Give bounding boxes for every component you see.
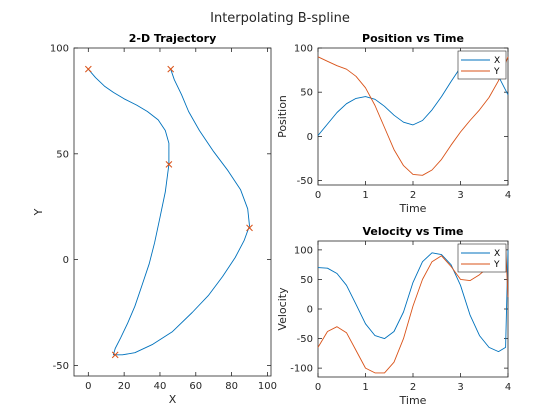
control-point-marker xyxy=(167,65,175,73)
y-tick-label: -50 xyxy=(297,334,313,345)
marker-stroke xyxy=(84,65,92,73)
control-point-marker xyxy=(246,224,253,232)
x-tick-label: 1 xyxy=(362,190,368,201)
y-tick-label: 50 xyxy=(300,275,313,286)
x-tick-label: 40 xyxy=(154,381,167,392)
y-tick-label: -50 xyxy=(53,361,69,372)
y-tick-label: 50 xyxy=(300,88,313,99)
y-axis-label: Position xyxy=(276,95,289,138)
legend: XY xyxy=(457,243,507,273)
x-axis-label: X xyxy=(169,393,177,406)
marker-stroke xyxy=(246,224,253,232)
x-axis-label: Time xyxy=(399,202,427,215)
axes-trajectory: 0 20 40 60 80 100 -50 0 50 100 2-D Trajectory X Y xyxy=(32,32,277,406)
x-tick-label: 80 xyxy=(225,381,238,392)
legend-box xyxy=(457,243,507,273)
x-tick-label: 100 xyxy=(258,381,277,392)
axes-title: Position vs Time xyxy=(362,32,464,45)
y-tick-label: 100 xyxy=(50,44,69,55)
control-point-marker xyxy=(111,351,119,359)
series-line-y xyxy=(317,56,509,176)
y-axis-label: Velocity xyxy=(276,287,289,331)
series-line-x xyxy=(317,249,509,353)
y-tick-label: 100 xyxy=(294,245,313,256)
y-tick-label: 100 xyxy=(294,44,313,55)
x-tick-label: 2 xyxy=(410,382,416,393)
y-tick-label: 0 xyxy=(63,255,69,266)
figure-title: Interpolating B-spline xyxy=(210,11,350,26)
plot-area xyxy=(73,47,272,377)
marker-stroke xyxy=(167,65,175,73)
legend: XY xyxy=(457,50,507,80)
x-axis-label: Time xyxy=(399,394,427,407)
y-tick-label: -100 xyxy=(290,364,313,375)
control-point-marker xyxy=(165,161,173,168)
x-tick-label: 60 xyxy=(189,381,202,392)
legend-label: X xyxy=(494,56,500,66)
legend-label: X xyxy=(494,249,500,259)
legend-box xyxy=(457,50,507,80)
y-tick-label: 50 xyxy=(56,149,69,160)
legend-label: Y xyxy=(493,67,500,77)
marker-stroke xyxy=(165,161,173,168)
x-tick-label: 0 xyxy=(315,382,321,393)
marker-stroke xyxy=(111,351,119,359)
x-tick-label: 4 xyxy=(505,190,511,201)
y-tick-label: 0 xyxy=(307,305,313,316)
x-tick-label: 1 xyxy=(362,382,368,393)
axes-title: Velocity vs Time xyxy=(363,225,464,238)
x-tick-label: 20 xyxy=(118,381,131,392)
series-line-0 xyxy=(87,68,250,356)
x-tick-label: 3 xyxy=(457,190,463,201)
axes-title: 2-D Trajectory xyxy=(129,32,216,45)
x-tick-label: 2 xyxy=(410,190,416,201)
y-tick-label: 0 xyxy=(307,132,313,143)
y-axis-label: Y xyxy=(32,208,45,216)
control-point-marker xyxy=(84,65,92,73)
y-tick-label: -50 xyxy=(297,176,313,187)
x-tick-label: 0 xyxy=(85,381,91,392)
x-tick-label: 0 xyxy=(315,190,321,201)
axes-velocity: 0 1 2 3 4 -100 -50 0 50 100 Velocity vs Time Time Ve… xyxy=(276,225,511,407)
x-tick-label: 3 xyxy=(457,382,463,393)
legend-label: Y xyxy=(493,260,500,270)
x-tick-label: 4 xyxy=(505,382,511,393)
